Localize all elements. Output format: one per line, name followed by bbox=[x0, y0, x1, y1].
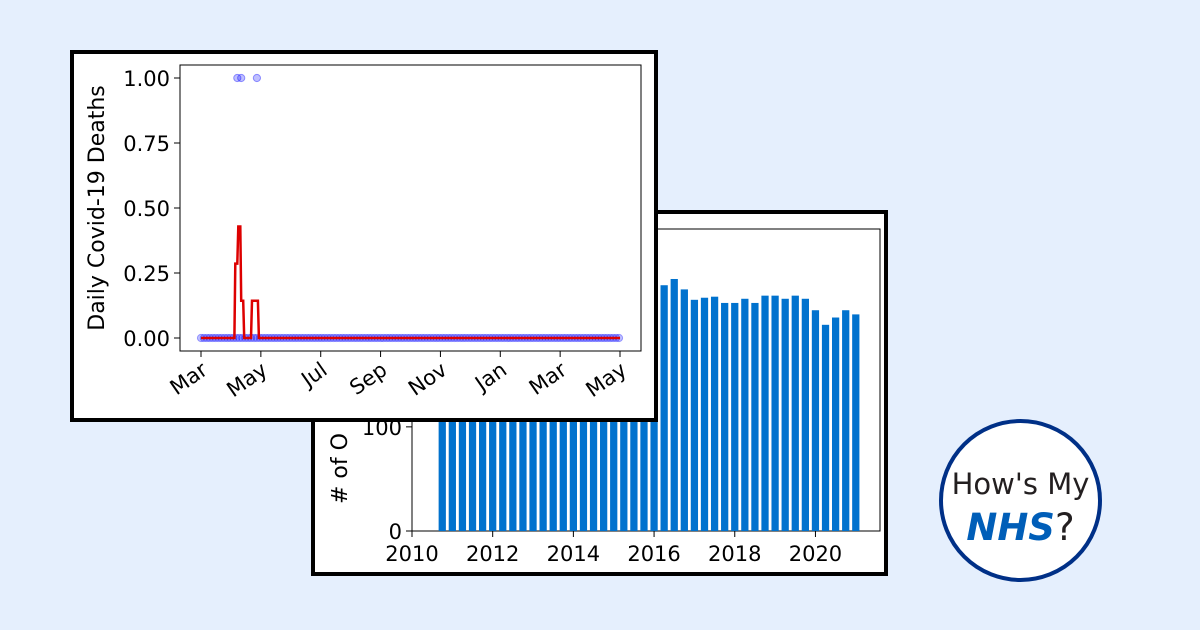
bar bbox=[731, 302, 739, 531]
bar bbox=[660, 285, 668, 531]
bar bbox=[680, 289, 688, 531]
bar bbox=[842, 310, 850, 531]
bar bbox=[821, 324, 830, 531]
deaths-plot-frame bbox=[179, 64, 642, 352]
deaths-y-tick-label: 1.00 bbox=[123, 67, 170, 91]
bar bbox=[771, 295, 779, 531]
rolling-average-line bbox=[201, 225, 620, 340]
deaths-x-tick-label: Mar bbox=[166, 357, 213, 400]
bar bbox=[721, 302, 729, 531]
bar bbox=[710, 296, 719, 531]
bar bbox=[781, 298, 789, 531]
logo-text-hows-my: How's My bbox=[951, 467, 1090, 501]
bar-y-axis-label: # of O bbox=[328, 433, 353, 504]
bar-x-tick-label: 2014 bbox=[547, 542, 600, 566]
bar bbox=[690, 299, 699, 531]
bar bbox=[751, 302, 759, 531]
daily-death-point bbox=[235, 333, 244, 343]
deaths-x-tick-label: Sep bbox=[345, 357, 391, 399]
bar bbox=[700, 297, 709, 531]
deaths-x-tick-label: Mar bbox=[525, 357, 572, 400]
daily-death-point bbox=[252, 73, 261, 83]
deaths-chart: Mar May Jul Sep Nov Jan Mar May 0.000.250.500.7… bbox=[85, 64, 642, 402]
bar-x-tick-label: 2010 bbox=[385, 542, 438, 566]
bar-x-tick-label: 2016 bbox=[627, 542, 680, 566]
bar bbox=[811, 310, 820, 531]
deaths-y-tick-label: 0.00 bbox=[123, 327, 170, 351]
logo-question-mark: ? bbox=[1054, 506, 1075, 549]
deaths-x-tick-label: Nov bbox=[404, 357, 451, 400]
daily-death-point bbox=[237, 73, 246, 83]
deaths-y-tick-label: 0.50 bbox=[123, 197, 170, 221]
bar bbox=[801, 298, 809, 531]
bar-x-tick-label: 2020 bbox=[789, 542, 842, 566]
deaths-chart-card: Mar May Jul Sep Nov Jan Mar May 0.00 0.25 0.50 0.7… bbox=[70, 50, 658, 422]
logo-text-nhs: NHS bbox=[966, 506, 1055, 549]
bar bbox=[670, 278, 678, 531]
bar bbox=[852, 314, 860, 531]
deaths-y-axis-label: Daily Covid-19 Deaths bbox=[85, 85, 110, 331]
logo-text-nhs-line: NHS? bbox=[943, 506, 1098, 549]
deaths-x-tick-label: May bbox=[582, 357, 631, 402]
deaths-y-tick-label: 0.25 bbox=[123, 262, 170, 286]
bar bbox=[761, 295, 769, 531]
bar-y-tick-label: 0 bbox=[389, 520, 402, 544]
hows-my-nhs-logo: How's My NHS? bbox=[939, 419, 1102, 582]
bar bbox=[791, 295, 799, 531]
bar-x-tick-label: 2012 bbox=[466, 542, 519, 566]
bar bbox=[831, 317, 840, 531]
deaths-x-tick-label: Jan bbox=[469, 357, 511, 396]
bar bbox=[741, 298, 749, 531]
deaths-y-tick-label: 0.75 bbox=[123, 132, 170, 156]
deaths-x-tick-label: Jul bbox=[295, 357, 331, 392]
daily-death-point bbox=[233, 73, 242, 83]
bar-x-tick-label: 2018 bbox=[708, 542, 761, 566]
deaths-x-tick-label: May bbox=[222, 357, 271, 402]
daily-deaths-points bbox=[196, 73, 624, 343]
